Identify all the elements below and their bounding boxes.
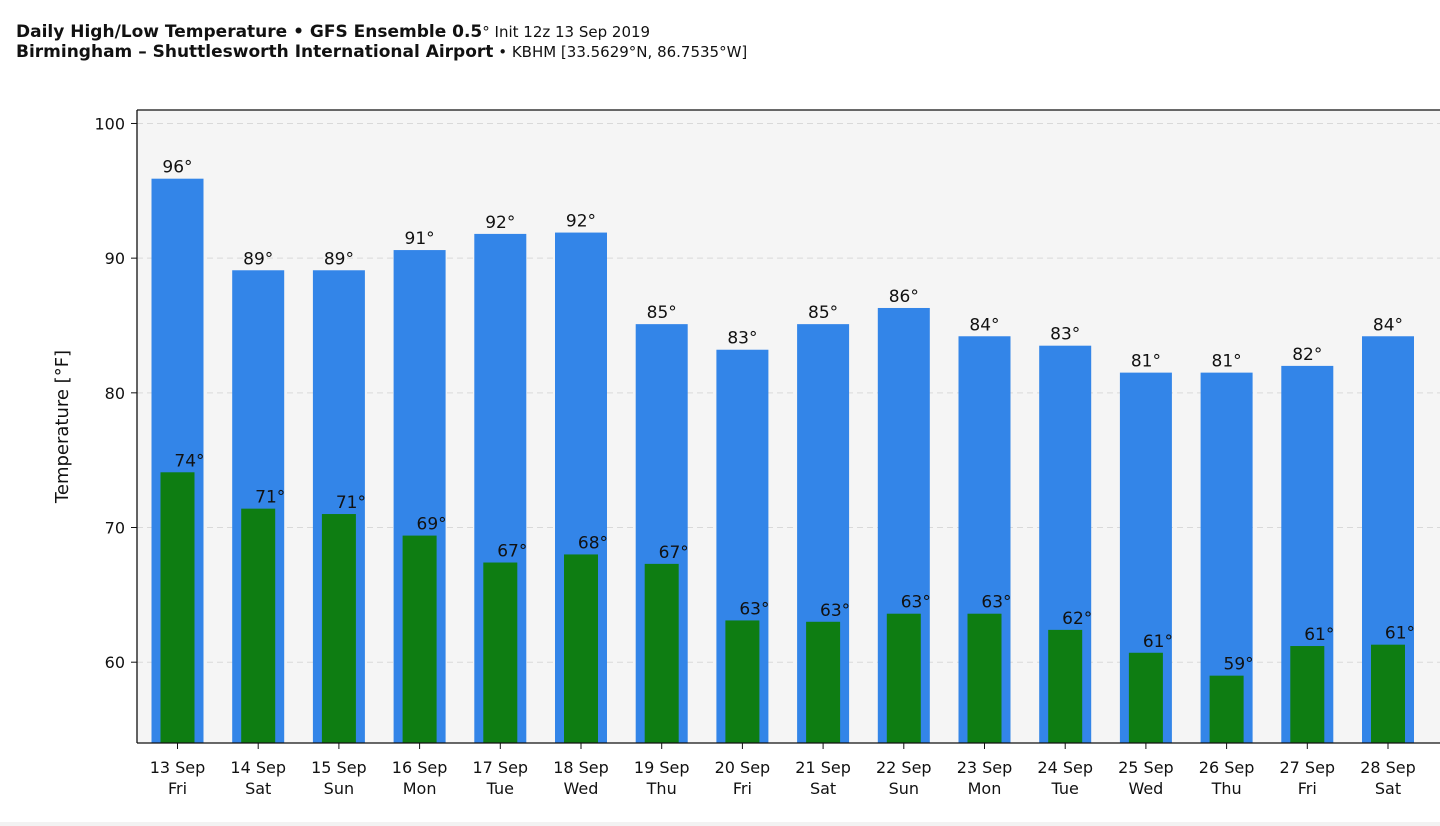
low-temp-label: 67°: [497, 542, 527, 562]
x-tick-date: 18 Sep: [553, 758, 609, 777]
low-temp-label: 74°: [174, 451, 204, 471]
low-temp-bar: [725, 620, 760, 743]
low-temp-bar: [644, 563, 679, 743]
x-tick-weekday: Sat: [810, 779, 836, 798]
x-tick-date: 15 Sep: [311, 758, 367, 777]
low-temp-bar: [967, 613, 1002, 743]
x-tick-weekday: Tue: [1051, 779, 1079, 798]
x-tick-weekday: Sat: [1375, 779, 1401, 798]
x-tick-date: 17 Sep: [472, 758, 528, 777]
high-temp-label: 81°: [1212, 352, 1242, 372]
low-temp-label: 63°: [820, 601, 850, 621]
high-temp-label: 91°: [405, 229, 435, 249]
high-temp-label: 89°: [243, 249, 273, 269]
low-temp-bar: [886, 613, 921, 743]
low-temp-bar: [1290, 646, 1325, 743]
x-tick-weekday: Thu: [646, 779, 677, 798]
low-temp-label: 63°: [981, 593, 1011, 613]
low-temp-label: 63°: [901, 593, 931, 613]
low-temp-label: 69°: [417, 515, 447, 535]
x-tick-weekday: Sun: [889, 779, 919, 798]
x-tick-weekday: Fri: [168, 779, 187, 798]
y-axis-label: Temperature [°F]: [52, 350, 73, 504]
low-temp-label: 71°: [336, 493, 366, 513]
x-tick-date: 19 Sep: [634, 758, 690, 777]
y-tick-label: 70: [105, 519, 125, 538]
x-tick-date: 21 Sep: [795, 758, 851, 777]
x-tick-weekday: Fri: [733, 779, 752, 798]
low-temp-label: 62°: [1062, 609, 1092, 629]
title-bold: Daily High/Low Temperature • GFS Ensembl…: [16, 22, 483, 42]
x-tick-date: 25 Sep: [1118, 758, 1174, 777]
high-temp-label: 96°: [162, 158, 192, 178]
high-temp-label: 92°: [566, 212, 596, 232]
high-temp-label: 84°: [969, 315, 999, 335]
low-temp-bar: [483, 562, 518, 743]
low-temp-label: 67°: [659, 543, 689, 563]
x-tick-weekday: Sat: [245, 779, 271, 798]
low-temp-bar: [160, 472, 195, 743]
x-tick-date: 20 Sep: [715, 758, 771, 777]
low-temp-bar: [1371, 644, 1405, 743]
x-tick-weekday: Sun: [324, 779, 354, 798]
low-temp-bar: [402, 535, 437, 743]
chart-subtitle: Birmingham – Shuttlesworth International…: [16, 42, 747, 62]
low-temp-bar: [241, 508, 276, 743]
high-temp-label: 86°: [889, 287, 919, 307]
x-tick-date: 28 Sep: [1360, 758, 1416, 777]
x-tick-weekday: Wed: [1128, 779, 1163, 798]
low-temp-label: 61°: [1385, 624, 1415, 644]
y-tick-label: 80: [105, 384, 125, 403]
title-degree: °: [482, 23, 490, 41]
low-temp-label: 61°: [1304, 625, 1334, 645]
low-temp-bar: [1048, 629, 1083, 743]
high-temp-label: 84°: [1373, 315, 1403, 335]
high-temp-label: 89°: [324, 249, 354, 269]
low-temp-label: 61°: [1143, 632, 1173, 652]
chart-title-block: Daily High/Low Temperature • GFS Ensembl…: [16, 22, 747, 62]
station-name: Birmingham – Shuttlesworth International…: [16, 42, 494, 62]
low-temp-label: 63°: [739, 599, 769, 619]
station-coordinates: KBHM [33.5629°N, 86.7535°W]: [511, 43, 748, 61]
x-tick-weekday: Wed: [564, 779, 599, 798]
low-temp-bar: [1209, 675, 1244, 743]
x-tick-weekday: Mon: [968, 779, 1002, 798]
x-tick-weekday: Fri: [1298, 779, 1317, 798]
low-temp-label: 68°: [578, 533, 608, 553]
low-temp-label: 71°: [255, 488, 285, 508]
subtitle-separator: •: [493, 43, 512, 61]
x-tick-date: 24 Sep: [1037, 758, 1093, 777]
high-temp-label: 83°: [1050, 325, 1080, 345]
bottom-strip: [0, 822, 1440, 826]
y-tick-label: 60: [105, 653, 125, 672]
high-temp-label: 81°: [1131, 352, 1161, 372]
y-tick-label: 100: [94, 114, 125, 133]
high-temp-label: 85°: [808, 303, 838, 323]
chart-title: Daily High/Low Temperature • GFS Ensembl…: [16, 22, 747, 42]
low-temp-bar: [1128, 652, 1163, 743]
x-tick-date: 22 Sep: [876, 758, 932, 777]
low-temp-label: 59°: [1224, 655, 1254, 675]
high-temp-label: 82°: [1292, 345, 1322, 365]
high-temp-label: 85°: [647, 303, 677, 323]
x-tick-date: 14 Sep: [230, 758, 286, 777]
x-tick-date: 27 Sep: [1279, 758, 1335, 777]
low-temp-bar: [564, 554, 598, 743]
y-tick-label: 90: [105, 249, 125, 268]
high-temp-label: 92°: [485, 213, 515, 233]
x-tick-weekday: Tue: [486, 779, 514, 798]
title-init: Init 12z 13 Sep 2019: [489, 23, 651, 41]
low-temp-bar: [321, 514, 356, 743]
x-tick-weekday: Mon: [403, 779, 437, 798]
x-tick-date: 13 Sep: [150, 758, 206, 777]
low-temp-bar: [806, 621, 841, 743]
x-tick-date: 23 Sep: [957, 758, 1013, 777]
x-tick-date: 16 Sep: [392, 758, 448, 777]
x-tick-date: 26 Sep: [1199, 758, 1255, 777]
x-tick-weekday: Thu: [1211, 779, 1242, 798]
high-temp-label: 83°: [727, 329, 757, 349]
